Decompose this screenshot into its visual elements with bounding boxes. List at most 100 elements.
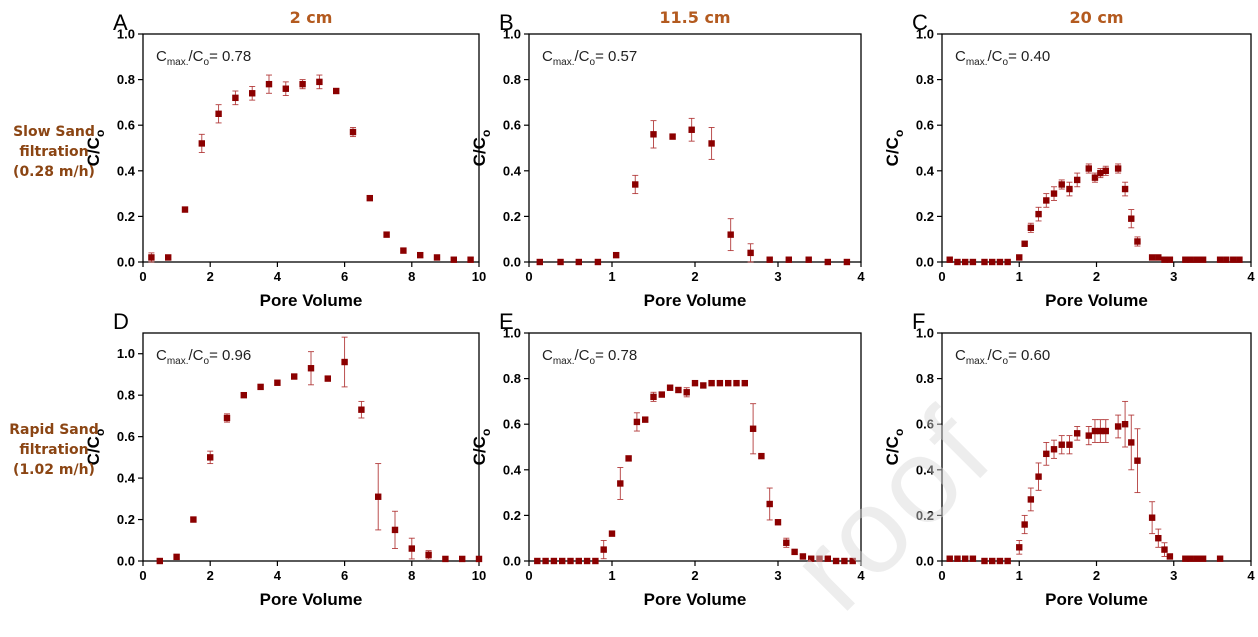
data-point bbox=[316, 78, 323, 86]
data-point bbox=[282, 85, 289, 92]
y-tick-label: 0.2 bbox=[117, 209, 135, 224]
data-point bbox=[725, 379, 732, 387]
y-axis-label: C/Co bbox=[470, 429, 493, 466]
annotation-slash-c: /C bbox=[988, 347, 1003, 364]
data-point bbox=[600, 546, 607, 553]
data-point bbox=[408, 545, 415, 552]
y-tick-label: 0.6 bbox=[503, 118, 521, 133]
data-point bbox=[1043, 197, 1050, 204]
annotation-slash-c: /C bbox=[189, 48, 204, 65]
x-tick-label: 2 bbox=[691, 269, 698, 284]
cmax-annotation: Cmax./Co= 0.40 bbox=[955, 48, 1050, 68]
y-tick-label: 0.2 bbox=[916, 508, 934, 523]
data-point bbox=[808, 555, 815, 562]
annotation-sub-max: max. bbox=[167, 57, 189, 68]
data-point bbox=[669, 133, 676, 140]
y-tick-label: 0.4 bbox=[503, 462, 522, 477]
annotation-c: C bbox=[955, 347, 966, 364]
data-point bbox=[688, 126, 695, 133]
data-point bbox=[1216, 256, 1224, 263]
y-tick-label: 0.2 bbox=[916, 209, 934, 224]
data-point bbox=[383, 231, 390, 238]
y-axis-label-sub: o bbox=[892, 130, 906, 137]
data-point bbox=[783, 539, 790, 546]
data-point bbox=[650, 131, 657, 138]
data-point bbox=[799, 553, 807, 560]
data-point bbox=[148, 254, 155, 261]
data-point bbox=[1121, 185, 1129, 193]
x-axis-label: Pore Volume bbox=[260, 590, 363, 609]
data-point bbox=[1223, 256, 1230, 263]
data-point bbox=[1073, 176, 1081, 184]
annotation-slash-c: /C bbox=[575, 347, 590, 364]
data-point bbox=[981, 258, 988, 266]
data-point bbox=[1035, 210, 1042, 218]
data-point bbox=[198, 140, 205, 147]
data-point bbox=[1114, 423, 1122, 430]
data-point bbox=[567, 557, 574, 565]
annotation-eq: = bbox=[209, 347, 222, 364]
data-point bbox=[733, 379, 740, 387]
annotation-value: 0.78 bbox=[222, 48, 251, 65]
annotation-eq: = bbox=[595, 48, 608, 65]
x-tick-label: 2 bbox=[207, 269, 214, 284]
panel-letter: F bbox=[912, 309, 925, 334]
cmax-annotation: Cmax./Co= 0.96 bbox=[156, 347, 251, 367]
data-point bbox=[1021, 240, 1028, 247]
data-point bbox=[832, 557, 840, 565]
y-tick-label: 0.8 bbox=[117, 388, 135, 403]
data-point bbox=[1027, 496, 1035, 503]
data-point bbox=[375, 493, 382, 500]
x-tick-label: 6 bbox=[341, 568, 348, 583]
annotation-slash-c: /C bbox=[189, 347, 204, 364]
data-point bbox=[1155, 254, 1162, 261]
data-point bbox=[1148, 514, 1156, 521]
data-point bbox=[683, 389, 690, 396]
x-tick-label: 0 bbox=[139, 568, 146, 583]
data-point bbox=[173, 553, 180, 561]
data-point bbox=[989, 557, 996, 565]
x-axis-label: Pore Volume bbox=[644, 590, 747, 609]
data-point bbox=[307, 365, 315, 372]
data-point bbox=[1166, 256, 1174, 263]
data-point bbox=[961, 258, 969, 266]
chart-panel-d: D 0 2 4 6 8 10 0.0 0.2 0.4 0.6 0.8 1.0 Pore Volume C/C… bbox=[84, 309, 486, 609]
data-point bbox=[1091, 174, 1099, 181]
data-point bbox=[265, 80, 273, 88]
data-point bbox=[805, 256, 812, 263]
cmax-annotation: Cmax./Co= 0.78 bbox=[542, 347, 637, 367]
data-point bbox=[1097, 427, 1104, 435]
y-axis-label: C/Co bbox=[883, 130, 906, 167]
data-point bbox=[542, 557, 549, 565]
x-tick-label: 0 bbox=[938, 269, 945, 284]
y-axis-label-main: C/C bbox=[84, 436, 103, 465]
data-point bbox=[475, 555, 483, 563]
data-point bbox=[1102, 427, 1109, 435]
data-point bbox=[1091, 427, 1099, 435]
x-tick-label: 10 bbox=[472, 568, 486, 583]
chart-panel-a: A 2 cm 0 2 4 6 8 10 0.0 0.2 0.4 0.6 0.8 1.0 Pore Volum… bbox=[84, 8, 486, 310]
data-point bbox=[766, 256, 773, 263]
data-point bbox=[1199, 256, 1207, 263]
data-point bbox=[425, 551, 432, 558]
panel-letter: A bbox=[113, 10, 128, 35]
y-axis-label: C/Co bbox=[84, 429, 107, 466]
column-heading: 2 cm bbox=[290, 8, 333, 27]
data-point bbox=[215, 110, 222, 117]
data-point bbox=[181, 206, 189, 213]
x-tick-label: 2 bbox=[207, 568, 214, 583]
y-tick-label: 0.6 bbox=[117, 429, 135, 444]
data-point bbox=[766, 500, 773, 508]
data-point bbox=[625, 455, 632, 462]
cmax-annotation: Cmax./Co= 0.60 bbox=[955, 347, 1050, 367]
x-tick-label: 0 bbox=[525, 269, 532, 284]
x-axis-label: Pore Volume bbox=[1045, 291, 1148, 310]
data-point bbox=[841, 557, 848, 565]
y-tick-label: 0.6 bbox=[503, 417, 521, 432]
annotation-c: C bbox=[156, 48, 167, 65]
x-tick-label: 1 bbox=[1016, 269, 1023, 284]
annotation-c: C bbox=[955, 48, 966, 65]
y-axis-label-main: C/C bbox=[470, 137, 489, 166]
annotation-sub-max: max. bbox=[553, 356, 575, 367]
data-point bbox=[536, 258, 543, 266]
